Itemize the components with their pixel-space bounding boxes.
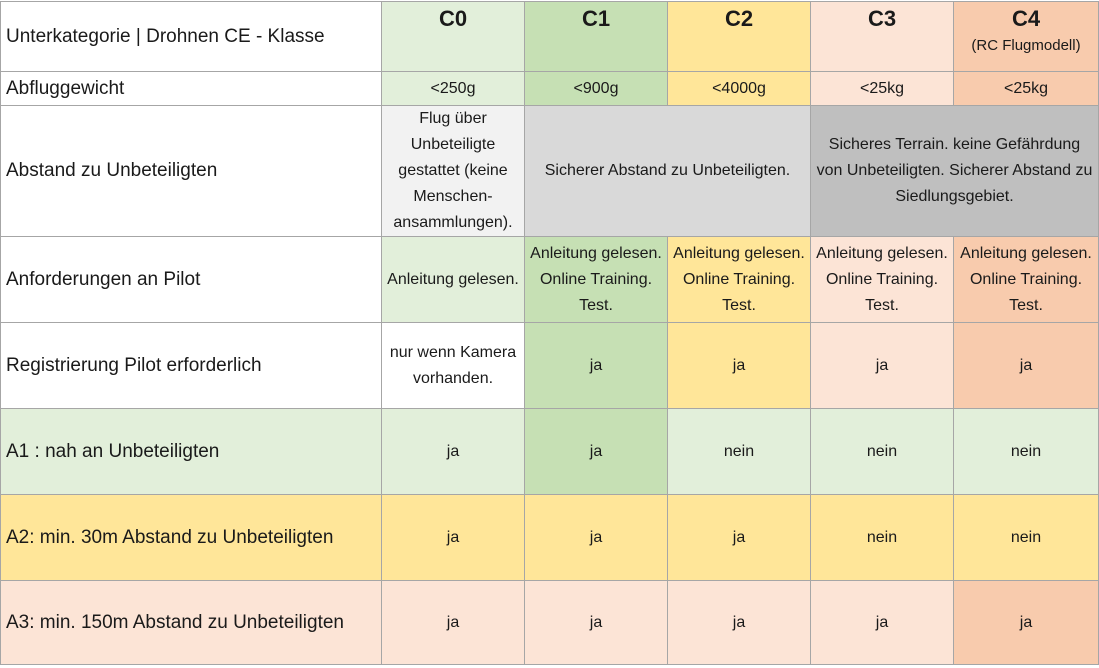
cell-c1: ja (524, 408, 668, 495)
cell-c4: nein (953, 494, 1099, 581)
class-code: C1 (581, 6, 611, 31)
row-label: Anforderungen an Pilot (0, 236, 382, 323)
cell-c1-c2: Sicherer Abstand zu Unbeteiligten. (524, 105, 811, 237)
header-c2: C2 (667, 1, 811, 72)
cell-c4: ja (953, 322, 1099, 409)
table-row-pilot: Anforderungen an Pilot Anleitung gelesen… (0, 236, 1099, 323)
cell-c2: nein (667, 408, 811, 495)
row-label: A3: min. 150m Abstand zu Unbeteiligten (0, 580, 382, 665)
header-c1: C1 (524, 1, 668, 72)
cell-c3: <25kg (810, 71, 954, 106)
table-row-distance: Abstand zu Unbeteiligten Flug über Unbet… (0, 105, 1099, 237)
cell-c4: ja (953, 580, 1099, 665)
header-label: Unterkategorie | Drohnen CE - Klasse (0, 1, 382, 72)
cell-c1: Anleitung gelesen. Online Training. Test… (524, 236, 668, 323)
cell-c3: nein (810, 408, 954, 495)
cell-c2: Anleitung gelesen. Online Training. Test… (667, 236, 811, 323)
cell-c3: Anleitung gelesen. Online Training. Test… (810, 236, 954, 323)
cell-c3: ja (810, 580, 954, 665)
cell-c0: nur wenn Kamera vorhanden. (381, 322, 525, 409)
cell-c0: ja (381, 494, 525, 581)
row-label: Registrierung Pilot erforderlich (0, 322, 382, 409)
header-row: Unterkategorie | Drohnen CE - Klasse C0 … (0, 1, 1099, 72)
class-subtitle: (RC Flugmodell) (971, 37, 1081, 54)
table-row-weight: Abfluggewicht <250g <900g <4000g <25kg <… (0, 71, 1099, 106)
table-row-a3: A3: min. 150m Abstand zu Unbeteiligten j… (0, 580, 1099, 665)
class-code: C4 (1011, 6, 1041, 31)
cell-c1: ja (524, 580, 668, 665)
cell-c2: ja (667, 580, 811, 665)
cell-c4: nein (953, 408, 1099, 495)
cell-c0: ja (381, 408, 525, 495)
cell-c4: <25kg (953, 71, 1099, 106)
header-c4: C4 (RC Flugmodell) (953, 1, 1099, 72)
row-label: Abstand zu Unbeteiligten (0, 105, 382, 237)
table-row-a2: A2: min. 30m Abstand zu Unbeteiligten ja… (0, 494, 1099, 581)
cell-c2: <4000g (667, 71, 811, 106)
class-code: C3 (867, 6, 897, 31)
cell-c3-c4: Sicheres Terrain. keine Gefährdung von U… (810, 105, 1099, 237)
cell-c2: ja (667, 494, 811, 581)
cell-c1: <900g (524, 71, 668, 106)
header-c3: C3 (810, 1, 954, 72)
cell-c2: ja (667, 322, 811, 409)
cell-c1: ja (524, 494, 668, 581)
row-label: A2: min. 30m Abstand zu Unbeteiligten (0, 494, 382, 581)
cell-c0: Anleitung gelesen. (381, 236, 525, 323)
cell-c0: ja (381, 580, 525, 665)
class-code: C2 (724, 6, 754, 31)
cell-c4: Anleitung gelesen. Online Training. Test… (953, 236, 1099, 323)
cell-c3: nein (810, 494, 954, 581)
table-row-registration: Registrierung Pilot erforderlich nur wen… (0, 322, 1099, 409)
cell-c0: <250g (381, 71, 525, 106)
cell-c0: Flug über Unbeteiligte gestattet (keine … (381, 105, 525, 237)
class-code: C0 (438, 6, 468, 31)
table-row-a1: A1 : nah an Unbeteiligten ja ja nein nei… (0, 408, 1099, 495)
header-c0: C0 (381, 1, 525, 72)
cell-c1: ja (524, 322, 668, 409)
cell-c3: ja (810, 322, 954, 409)
row-label: A1 : nah an Unbeteiligten (0, 408, 382, 495)
row-label: Abfluggewicht (0, 71, 382, 106)
